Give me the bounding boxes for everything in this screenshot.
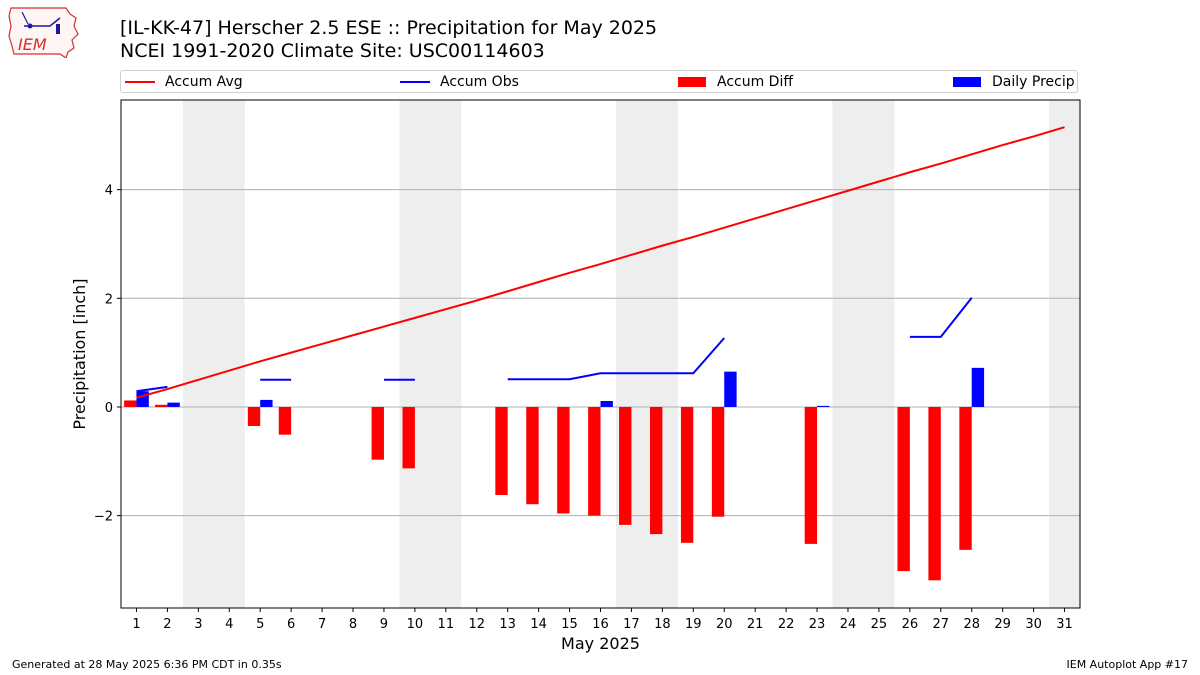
daily-precip-bar (167, 402, 180, 407)
x-axis-label: May 2025 (561, 634, 640, 653)
x-tick-label: 16 (592, 617, 609, 632)
x-axis-ticks: 1 2 3 4 5 6 7 8 9 10 11 12 13 14 15 16 17 18 19 20 21 22 23 24 2… (132, 608, 1073, 632)
accum-diff-bar (588, 406, 601, 516)
daily-precip-bar (724, 371, 737, 407)
accum-diff-bar (804, 406, 818, 544)
y-tick-label: 0 (105, 401, 113, 416)
legend-label-accum-diff: Accum Diff (717, 74, 794, 90)
x-tick-label: 14 (530, 617, 547, 632)
accum-diff-bar (495, 406, 508, 495)
x-tick-label: 9 (380, 617, 388, 632)
x-tick-label: 20 (716, 617, 733, 632)
legend-label-accum-obs: Accum Obs (440, 74, 519, 90)
weekend-shade (863, 100, 895, 608)
iem-logo: IEM (8, 6, 80, 59)
x-tick-label: 11 (438, 617, 455, 632)
x-tick-label: 10 (407, 617, 424, 632)
legend-swatch-daily-precip (953, 77, 981, 87)
accum-diff-bar (649, 406, 663, 535)
y-tick-label: −2 (94, 510, 113, 525)
x-tick-label: 4 (225, 617, 233, 632)
x-tick-label: 17 (623, 617, 640, 632)
legend-item-accum-avg: Accum Avg (125, 73, 243, 91)
accum-diff-bar (711, 406, 725, 517)
legend-item-daily-precip: Daily Precip (953, 73, 1075, 91)
chart-subtitle: NCEI 1991-2020 Climate Site: USC00114603 (120, 40, 545, 62)
legend-swatch-accum-avg (125, 81, 155, 83)
accum-diff-bar (278, 406, 292, 435)
x-tick-label: 21 (747, 617, 764, 632)
x-tick-label: 25 (871, 617, 888, 632)
accum-diff-bar (371, 406, 384, 460)
x-tick-label: 18 (654, 617, 671, 632)
y-axis-ticks: −2 0 2 4 (94, 184, 121, 525)
accum-obs-line (136, 385, 168, 393)
daily-precip-bar (971, 367, 985, 407)
legend-label-accum-avg: Accum Avg (165, 74, 243, 90)
accum-diff-bar (959, 406, 972, 550)
accum-diff-bar (557, 406, 570, 514)
legend-swatch-accum-obs (400, 81, 430, 83)
x-tick-label: 22 (778, 617, 795, 632)
x-tick-label: 19 (685, 617, 702, 632)
accum-obs-line (507, 337, 725, 381)
accum-diff-bar (247, 406, 261, 426)
x-tick-label: 30 (1025, 617, 1042, 632)
x-tick-label: 1 (132, 617, 140, 632)
weekend-shade (182, 100, 214, 608)
x-tick-label: 31 (1056, 617, 1073, 632)
daily-precip-bar (817, 405, 830, 407)
weekend-shade (832, 100, 864, 608)
x-tick-label: 28 (963, 617, 980, 632)
logo-text: IEM (18, 35, 47, 54)
x-tick-label: 2 (163, 617, 171, 632)
x-tick-label: 8 (349, 617, 357, 632)
legend-swatch-accum-diff (678, 77, 706, 87)
x-tick-label: 5 (256, 617, 264, 632)
x-tick-label: 29 (994, 617, 1011, 632)
chart-legend: Accum Avg Accum Obs Accum Diff Daily Pre… (120, 70, 1078, 93)
accum-diff-bar (897, 406, 910, 572)
weekend-shading (182, 100, 1080, 608)
accum-diff-bar (619, 406, 632, 525)
x-tick-label: 12 (468, 617, 485, 632)
accum-diff-bar (928, 406, 941, 581)
accum-diff-bar (155, 404, 168, 407)
x-tick-label: 26 (902, 617, 919, 632)
x-tick-label: 7 (318, 617, 326, 632)
y-axis-label: Precipitation [inch] (70, 278, 89, 429)
x-tick-label: 27 (933, 617, 950, 632)
lines (136, 126, 1065, 399)
x-tick-label: 6 (287, 617, 295, 632)
accum-diff-bar (402, 406, 415, 469)
weekend-shade (399, 100, 431, 608)
x-tick-label: 15 (561, 617, 578, 632)
chart-title: [IL-KK-47] Herscher 2.5 ESE :: Precipita… (120, 17, 658, 39)
accum-diff-bar (124, 400, 137, 407)
weekend-shade (1049, 100, 1080, 608)
accum-obs-line (909, 297, 973, 338)
legend-label-daily-precip: Daily Precip (992, 74, 1075, 90)
y-tick-label: 4 (105, 184, 113, 199)
daily-precip-bar (600, 400, 613, 407)
daily-precip-bar (136, 391, 149, 407)
y-tick-label: 2 (105, 292, 113, 307)
accum-diff-bar (526, 406, 539, 505)
daily-precip-bar (260, 399, 273, 407)
weekend-shade (615, 100, 647, 608)
x-tick-label: 3 (194, 617, 202, 632)
accum-diff-bar (680, 406, 694, 543)
bars (124, 367, 985, 581)
weekend-shade (430, 100, 462, 608)
x-tick-label: 23 (809, 617, 826, 632)
x-tick-label: 24 (840, 617, 857, 632)
weekend-shade (213, 100, 245, 608)
legend-item-accum-diff: Accum Diff (678, 73, 793, 91)
accum-avg-line (136, 126, 1065, 399)
generated-timestamp: Generated at 28 May 2025 6:36 PM CDT in … (12, 658, 282, 671)
x-tick-label: 13 (499, 617, 516, 632)
legend-item-accum-obs: Accum Obs (400, 73, 519, 91)
app-id-label: IEM Autoplot App #17 (1066, 658, 1189, 671)
